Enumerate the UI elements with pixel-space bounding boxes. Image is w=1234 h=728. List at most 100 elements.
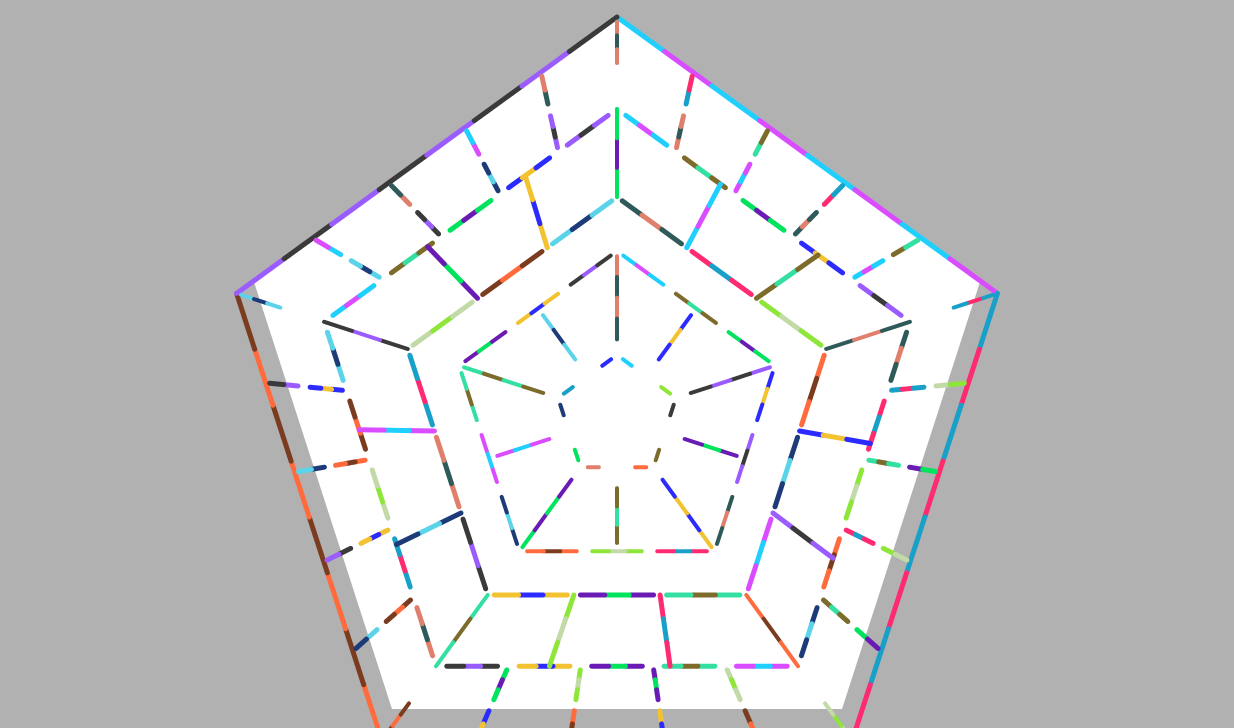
middle-corner-wall: [451, 616, 473, 645]
outer-boundary-wall: [662, 49, 715, 89]
outer-ring-wall: [357, 283, 377, 299]
middle-ring-wall: [799, 399, 812, 428]
inner-ring-wall: [476, 339, 495, 354]
corner-spoke-wall: [964, 297, 982, 306]
middle-ring-wall: [779, 314, 804, 334]
middle-spoke-wall: [441, 261, 464, 284]
outer-boundary-wall: [885, 570, 910, 632]
outer-boundary-wall: [947, 256, 1000, 296]
middle-spoke-wall: [664, 639, 673, 669]
outer-ring-wall: [447, 217, 467, 233]
corner-spoke-wall: [831, 712, 844, 728]
inner-ring-wall: [745, 433, 755, 453]
middle-spoke-wall: [770, 510, 796, 531]
outer-boundary-wall: [281, 221, 335, 262]
middle-spoke-wall: [458, 278, 480, 301]
outer-boundary-wall: [252, 346, 276, 408]
middle-spoke-wall: [657, 592, 666, 622]
outer-spoke-wall: [947, 380, 967, 388]
middle-ring-wall: [433, 434, 447, 463]
corner-spoke-wall: [398, 701, 411, 717]
inner-star-spoke: [501, 378, 526, 389]
outer-boundary-wall: [361, 682, 381, 728]
inner-mid-spoke: [656, 342, 672, 362]
outer-spoke-wall: [295, 466, 314, 475]
middle-corner-wall: [322, 319, 354, 333]
outer-spoke-wall: [733, 687, 743, 703]
corner-spoke-wall: [252, 297, 270, 306]
inner-ring-wall: [542, 291, 561, 306]
middle-spoke-wall: [537, 221, 550, 251]
outer-ring-wall: [506, 175, 525, 191]
inner-ring-wall: [509, 526, 519, 546]
inner-star-spoke: [685, 511, 702, 533]
inner-ring-wall: [715, 526, 725, 546]
middle-corner-wall: [377, 338, 410, 351]
outer-spoke-wall: [569, 721, 575, 728]
middle-spoke-wall: [660, 616, 670, 645]
center-edge: [659, 385, 673, 396]
outer-boundary-wall: [234, 290, 258, 352]
outer-boundary-wall: [234, 256, 287, 296]
inner-mid-spoke: [682, 437, 704, 447]
inner-ring-wall: [464, 386, 474, 407]
middle-spoke-wall: [684, 224, 701, 251]
inner-ring-wall: [582, 263, 600, 277]
outer-boundary-wall: [324, 570, 349, 632]
outer-ring-wall: [740, 198, 760, 213]
center-edge: [600, 357, 614, 368]
outer-spoke-wall: [548, 113, 556, 129]
middle-ring-wall: [753, 539, 766, 569]
middle-ring-wall: [689, 249, 715, 269]
outer-boundary-wall: [614, 14, 668, 54]
corner-spoke-wall: [977, 292, 995, 302]
middle-ring-wall: [519, 249, 545, 269]
inner-star-spoke: [708, 378, 733, 389]
inner-ring-wall: [489, 464, 499, 484]
middle-ring-wall: [475, 563, 489, 592]
outer-ring-wall: [335, 361, 346, 383]
outer-spoke-wall: [865, 636, 881, 651]
middle-spoke-wall: [774, 267, 801, 287]
outer-ring-wall: [843, 499, 854, 521]
middle-corner-wall: [744, 593, 766, 621]
middle-spoke-wall: [795, 252, 821, 272]
inner-ring-wall: [568, 273, 586, 287]
inner-ring-wall: [740, 448, 750, 469]
outer-boundary-wall: [424, 118, 477, 158]
outer-ring-wall: [826, 260, 846, 276]
middle-ring-wall: [787, 434, 801, 463]
outer-spoke-wall: [481, 161, 492, 176]
outer-ring-wall: [402, 250, 422, 266]
outer-boundary-wall: [940, 402, 964, 464]
outer-boundary-wall: [867, 626, 891, 688]
outer-spoke-wall: [678, 113, 686, 129]
outer-spoke-wall: [307, 384, 324, 391]
inner-ring-wall: [595, 253, 613, 268]
outer-ring-wall: [821, 568, 832, 590]
outer-spoke-wall: [886, 461, 901, 468]
outer-ring-wall: [374, 483, 386, 505]
outer-spoke-wall: [415, 210, 428, 223]
outer-boundary-wall: [566, 14, 620, 54]
middle-spoke-wall: [415, 521, 442, 537]
inner-mid-spoke: [541, 313, 556, 332]
outer-ring-wall: [681, 155, 701, 171]
center-edge: [558, 402, 566, 418]
inner-star-spoke: [748, 365, 772, 376]
outer-boundary-wall: [306, 514, 330, 576]
outer-spoke-wall: [348, 258, 363, 269]
outer-boundary-wall: [471, 83, 525, 124]
inner-mid-spoke: [562, 342, 578, 362]
middle-ring-wall: [441, 457, 454, 487]
outer-ring-wall: [650, 132, 670, 148]
outer-boundary-wall: [519, 49, 572, 89]
middle-ring-wall: [480, 277, 505, 297]
outer-ring-wall: [885, 303, 904, 318]
inner-star-spoke: [672, 494, 690, 516]
middle-ring-wall: [422, 399, 435, 428]
inner-ring-wall: [504, 510, 514, 531]
inner-ring-wall: [469, 402, 479, 423]
outer-ring-wall: [854, 467, 865, 489]
